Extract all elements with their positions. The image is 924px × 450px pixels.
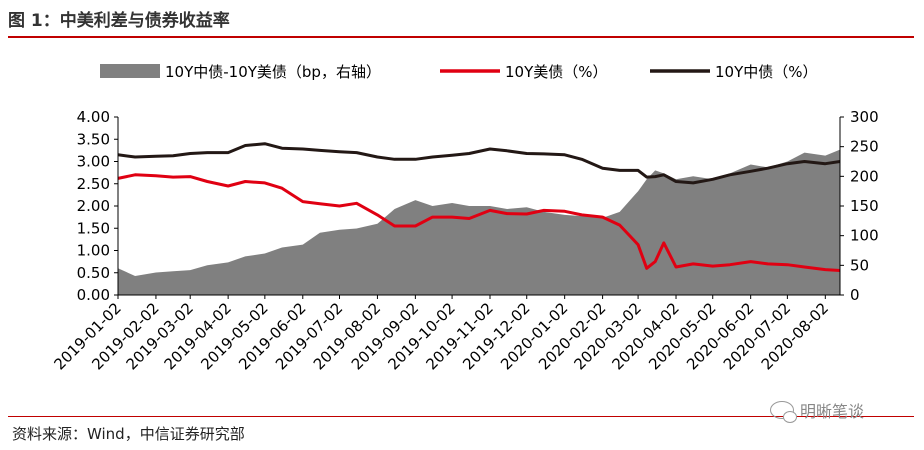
series-spread-area — [118, 149, 840, 295]
plot-area — [117, 142, 841, 295]
title-divider — [8, 36, 914, 38]
wechat-icon — [770, 401, 797, 423]
y-left-tick-label: 3.00 — [77, 153, 110, 171]
y-left-tick-label: 1.50 — [77, 219, 110, 237]
series-cn10y-line — [117, 142, 841, 185]
watermark-text: 明晰笔谈 — [800, 402, 865, 421]
y-right-tick-label: 100 — [850, 227, 879, 245]
legend: 10Y中债-10Y美债（bp，右轴） 10Y美债（%） 10Y中债（%） — [100, 63, 818, 81]
y-left-tick-label: 4.00 — [77, 108, 110, 126]
legend-label-cn10y: 10Y中债（%） — [715, 63, 818, 81]
y-left-tick-label: 0.50 — [77, 264, 110, 282]
chart: 10Y中债-10Y美债（bp，右轴） 10Y美债（%） 10Y中债（%） 0.0… — [50, 63, 879, 373]
series-us10y-line — [117, 173, 841, 272]
watermark: 明晰笔谈 — [770, 398, 865, 423]
y-right-tick-label: 250 — [850, 138, 879, 156]
y-right-tick-label: 300 — [850, 108, 879, 126]
source-note: 资料来源：Wind，中信证券研究部 — [12, 425, 245, 443]
y-left-tick-label: 1.00 — [77, 242, 110, 260]
footer-divider — [8, 416, 914, 417]
page-title: 图 1：中美利差与债券收益率 — [8, 11, 230, 31]
legend-label-us10y: 10Y美债（%） — [505, 63, 608, 81]
y-right-tick-label: 50 — [850, 256, 869, 274]
y-left-tick-label: 0.00 — [77, 286, 110, 304]
y-right-tick-label: 150 — [850, 197, 879, 215]
legend-swatch-spread — [100, 64, 160, 78]
legend-label-spread: 10Y中债-10Y美债（bp，右轴） — [165, 63, 381, 81]
y-right-tick-label: 200 — [850, 167, 879, 185]
y-left-tick-label: 2.00 — [77, 197, 110, 215]
y-right-tick-label: 0 — [850, 286, 860, 304]
y-left-tick-label: 2.50 — [77, 175, 110, 193]
y-left-tick-label: 3.50 — [77, 130, 110, 148]
